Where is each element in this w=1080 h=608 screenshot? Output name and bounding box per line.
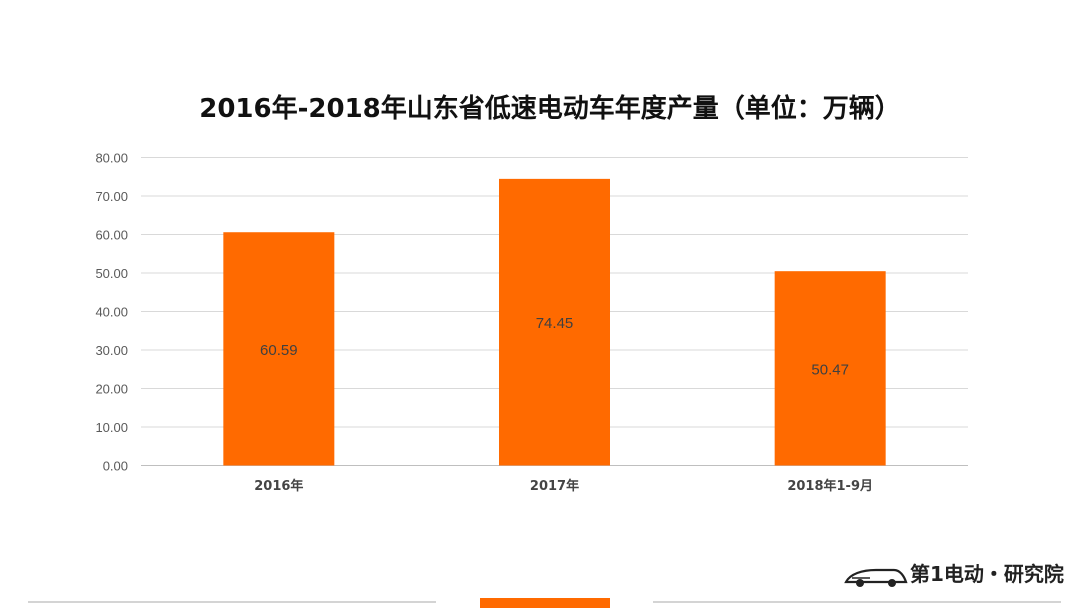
bar bbox=[774, 271, 886, 466]
x-tick-label: 2017年 bbox=[530, 478, 579, 494]
brand-name: 第1电动・研究院 bbox=[910, 562, 1064, 586]
y-tick-label: 50.00 bbox=[95, 266, 128, 281]
y-tick-label: 20.00 bbox=[95, 382, 128, 397]
footer-accent-bar bbox=[480, 598, 610, 608]
y-tick-label: 0.00 bbox=[103, 459, 128, 474]
brand-car-icon bbox=[844, 568, 908, 587]
data-label: 74.45 bbox=[536, 315, 574, 332]
footer-rule-left bbox=[28, 601, 436, 603]
y-tick-label: 80.00 bbox=[95, 151, 128, 166]
chart-title: 2016年-2018年山东省低速电动车年度产量（单位：万辆） bbox=[199, 94, 901, 124]
x-tick-label: 2018年1-9月 bbox=[787, 478, 873, 494]
y-tick-label: 60.00 bbox=[95, 228, 128, 243]
footer-rule-right bbox=[653, 601, 1061, 603]
bar bbox=[499, 178, 610, 466]
x-tick-label: 2016年 bbox=[254, 478, 303, 494]
y-tick-label: 70.00 bbox=[95, 189, 128, 204]
y-tick-label: 30.00 bbox=[95, 343, 128, 358]
data-label: 50.47 bbox=[811, 361, 849, 378]
bar bbox=[223, 232, 335, 466]
data-label: 60.59 bbox=[260, 342, 298, 359]
y-tick-label: 10.00 bbox=[95, 420, 128, 435]
y-tick-label: 40.00 bbox=[95, 305, 128, 320]
